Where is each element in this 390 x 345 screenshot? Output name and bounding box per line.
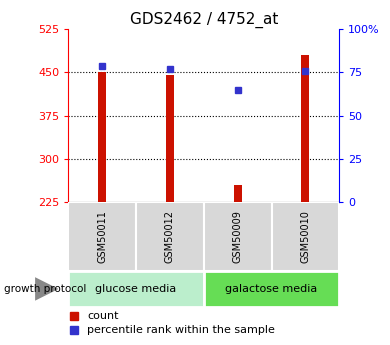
Bar [136, 202, 204, 271]
Bar [234, 185, 242, 202]
Bar [166, 75, 174, 202]
Bar [301, 55, 310, 202]
Text: count: count [87, 311, 119, 321]
Title: GDS2462 / 4752_at: GDS2462 / 4752_at [129, 12, 278, 28]
Bar [204, 202, 271, 271]
Text: GSM50011: GSM50011 [97, 210, 107, 263]
Bar [271, 202, 339, 271]
Text: percentile rank within the sample: percentile rank within the sample [87, 325, 275, 335]
Text: GSM50010: GSM50010 [300, 210, 310, 263]
Bar [98, 72, 106, 202]
Bar [68, 271, 204, 307]
Polygon shape [35, 277, 58, 301]
Text: GSM50009: GSM50009 [233, 210, 243, 263]
Text: growth protocol: growth protocol [4, 284, 86, 294]
Text: glucose media: glucose media [96, 284, 177, 294]
Text: GSM50012: GSM50012 [165, 210, 175, 263]
Text: galactose media: galactose media [225, 284, 318, 294]
Bar [204, 271, 339, 307]
Bar [68, 202, 136, 271]
